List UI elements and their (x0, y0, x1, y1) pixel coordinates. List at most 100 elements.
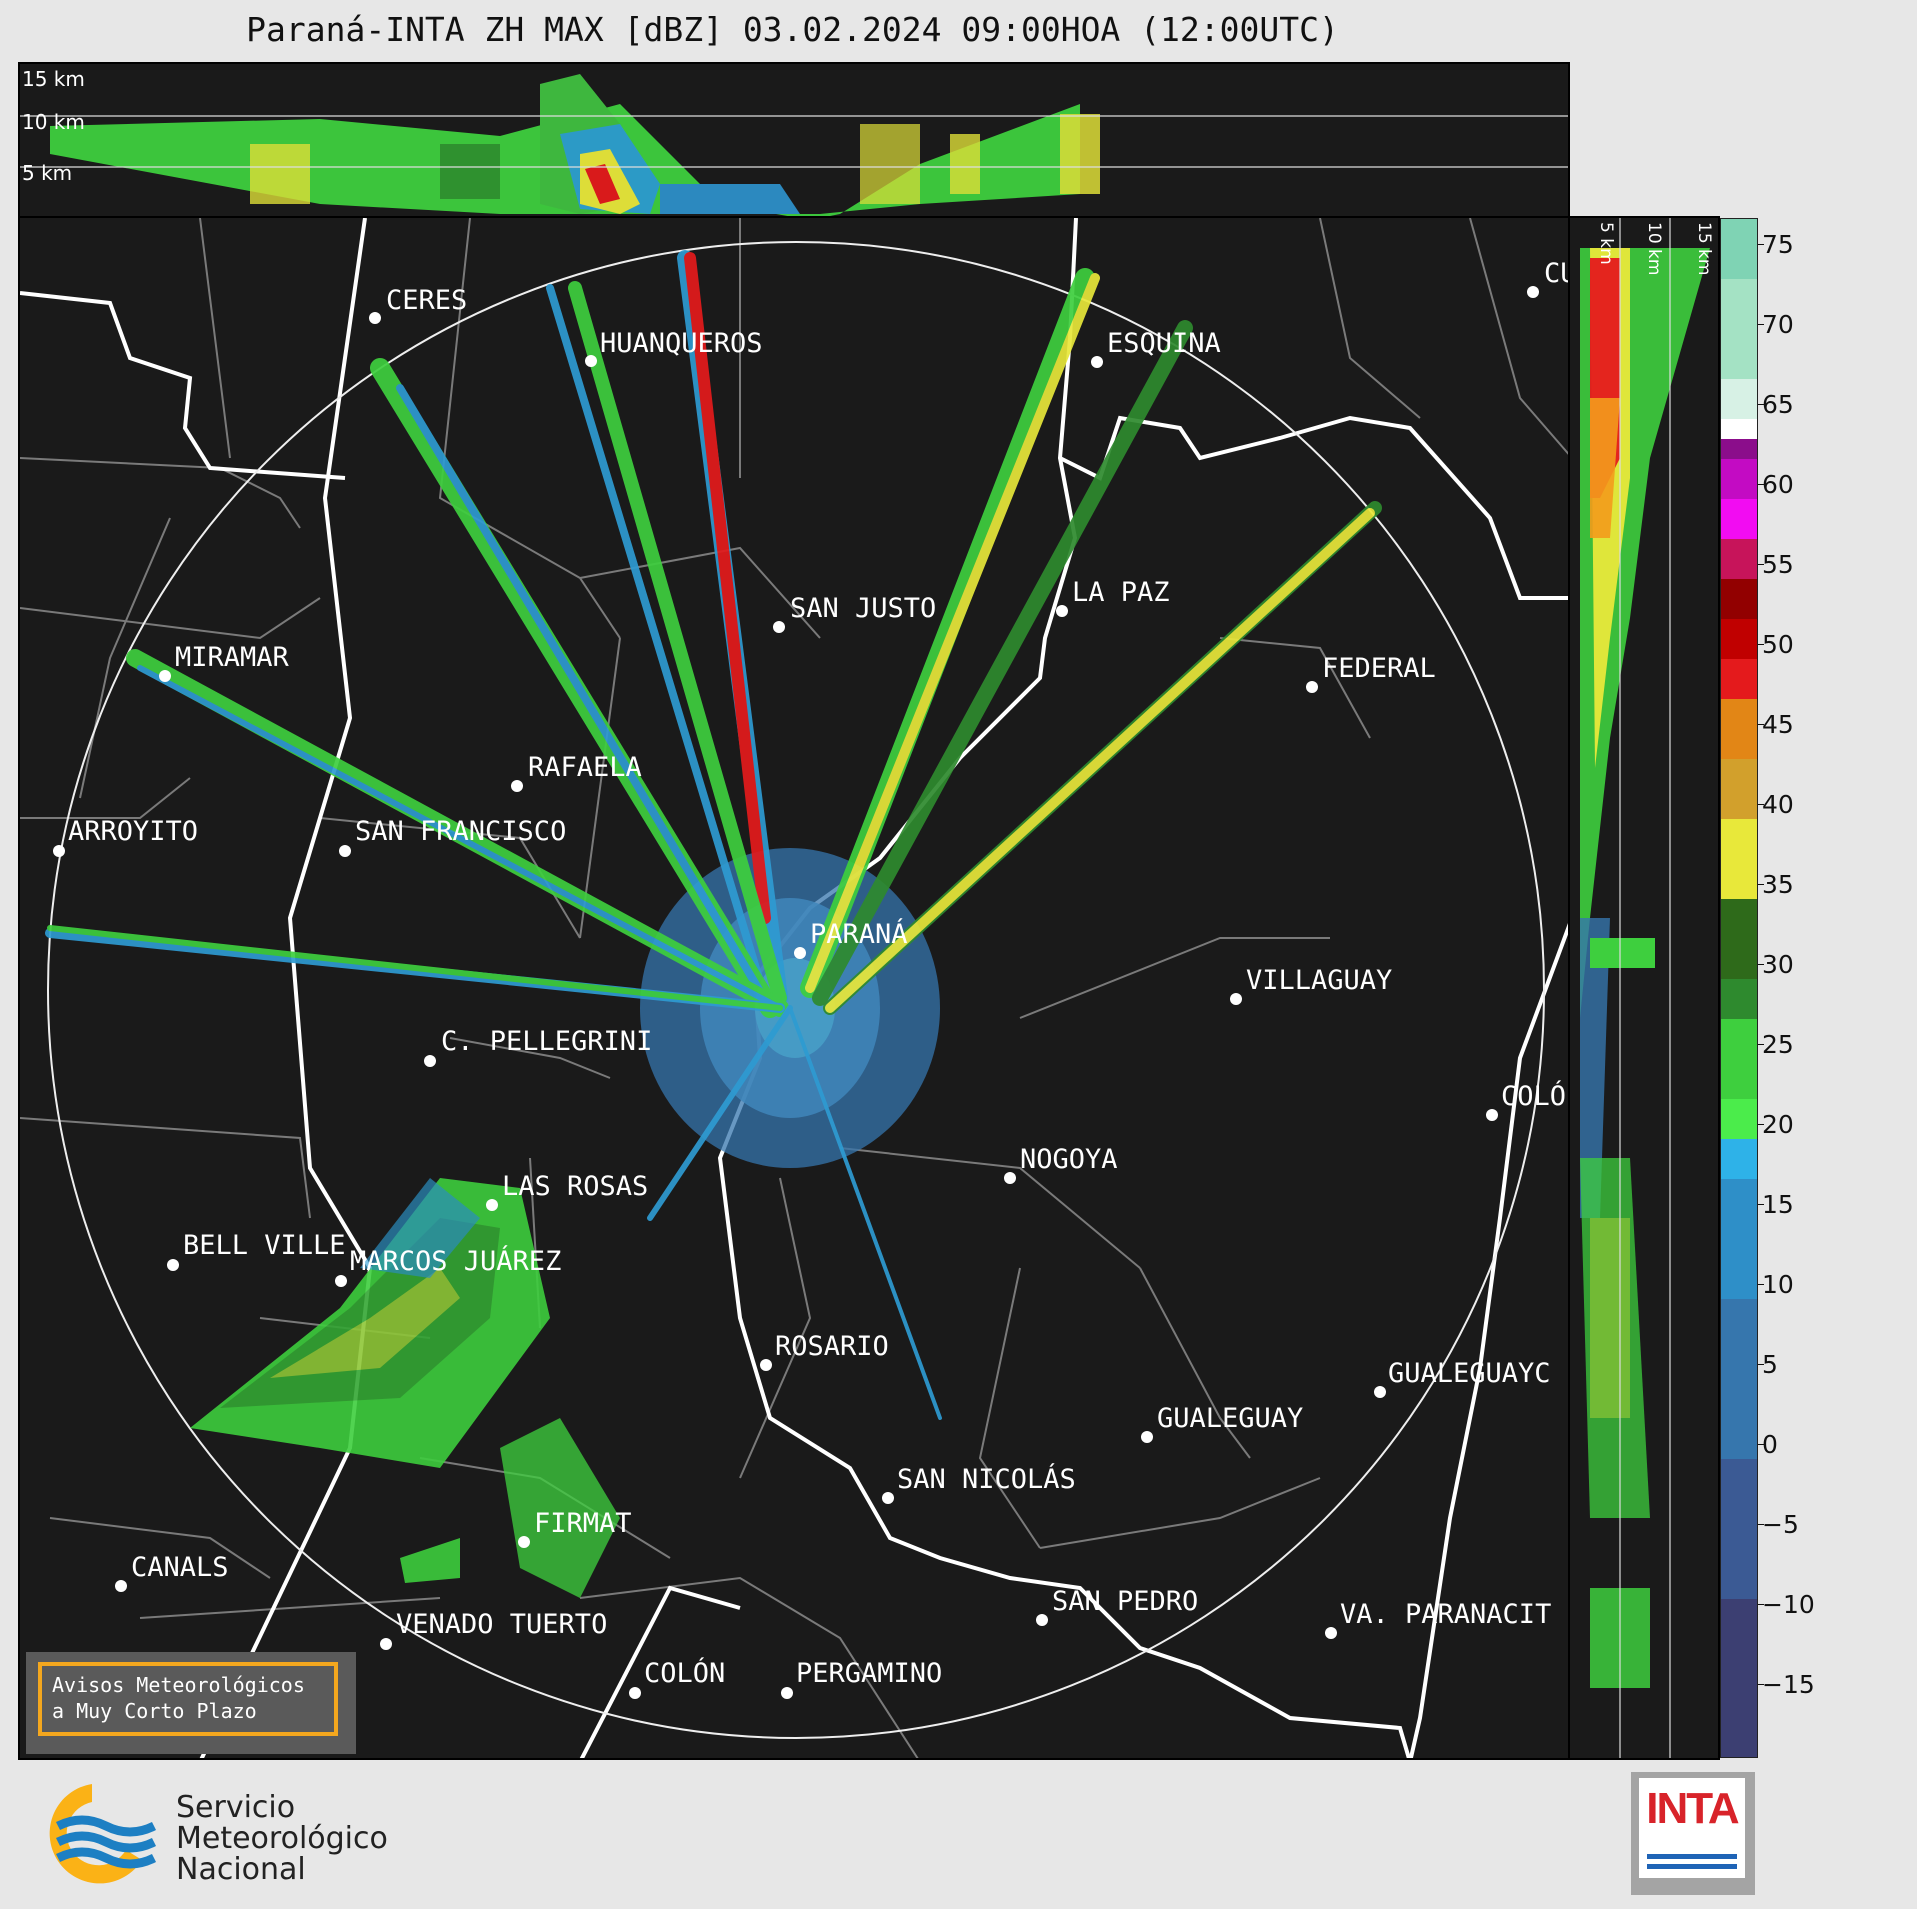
svg-text:VA. PARANACIT: VA. PARANACIT (1340, 1599, 1551, 1630)
city-colo: COLÓ (1486, 1080, 1566, 1121)
svg-text:FIRMAT: FIRMAT (534, 1508, 632, 1539)
city-federal: FEDERAL (1306, 653, 1436, 693)
svg-text:GUALEGUAY: GUALEGUAY (1157, 1403, 1303, 1434)
svg-text:MARCOS JUÁREZ: MARCOS JUÁREZ (350, 1245, 561, 1277)
colorbar-tick-70: 70 (1758, 310, 1794, 339)
svg-text:VILLAGUAY: VILLAGUAY (1246, 965, 1392, 996)
colorbar-tick-20: 20 (1758, 1110, 1794, 1139)
colorbar-tick-10: 10 (1758, 1270, 1794, 1299)
svg-text:SAN FRANCISCO: SAN FRANCISCO (355, 816, 566, 847)
colorbar-tick-65: 65 (1758, 390, 1794, 419)
map-title: Paraná-INTA ZH MAX [dBZ] 03.02.2024 09:0… (246, 10, 1339, 49)
colorbar-tick-55: 55 (1758, 550, 1794, 579)
avisos-frame: Avisos Meteorológicos a Muy Corto Plazo (38, 1662, 338, 1736)
radar-echoes (45, 250, 1382, 1598)
svg-text:LAS ROSAS: LAS ROSAS (502, 1171, 648, 1202)
inta-logo: INTA (1631, 1772, 1755, 1895)
city-marcos-juarez: MARCOS JUÁREZ (335, 1245, 561, 1287)
city-villaguay: VILLAGUAY (1230, 965, 1392, 1005)
side-cross-section-plot (1580, 218, 1710, 1758)
altitude-label-15km: 15 km (22, 67, 85, 91)
svg-text:SAN JUSTO: SAN JUSTO (790, 593, 936, 624)
city-canals: CANALS (115, 1552, 229, 1592)
svg-text:MIRAMAR: MIRAMAR (175, 642, 290, 673)
city-markers: CERES HUANQUEROS ESQUINA CU SAN JUSTO LA… (53, 258, 1570, 1699)
city-huanqueros: HUANQUEROS (585, 328, 763, 367)
colorbar-tick-0: 0 (1758, 1430, 1778, 1459)
svg-text:C. PELLEGRINI: C. PELLEGRINI (441, 1026, 652, 1057)
smn-text-line-1: Servicio (176, 1790, 296, 1825)
svg-text:SAN NICOLÁS: SAN NICOLÁS (897, 1463, 1076, 1495)
radar-range-ring (47, 241, 1545, 1739)
city-venado-tuerto: VENADO TUERTO (380, 1609, 607, 1650)
colorbar-tick-50: 50 (1758, 630, 1794, 659)
city-nogoya: NOGOYA (1004, 1144, 1118, 1184)
radar-map: CERES HUANQUEROS ESQUINA CU SAN JUSTO LA… (20, 218, 1570, 1758)
colorbar-tick-30: 30 (1758, 950, 1794, 979)
city-firmat: FIRMAT (518, 1508, 632, 1548)
svg-text:CANALS: CANALS (131, 1552, 229, 1583)
svg-text:COLÓN: COLÓN (644, 1657, 725, 1689)
city-san-francisco: SAN FRANCISCO (339, 816, 566, 857)
smn-text-line-3: Nacional (176, 1852, 306, 1887)
city-colon: COLÓN (629, 1657, 725, 1699)
city-san-justo: SAN JUSTO (773, 593, 936, 633)
colorbar-tick-60: 60 (1758, 470, 1794, 499)
inta-logo-text: INTA (1646, 1784, 1739, 1833)
top-cross-section-panel: 15 km 10 km 5 km (18, 62, 1570, 218)
svg-text:NOGOYA: NOGOYA (1020, 1144, 1118, 1175)
dbz-colorbar (1720, 218, 1758, 1758)
city-rafaela: RAFAELA (511, 752, 642, 792)
colorbar-gradient (1721, 219, 1757, 1757)
side-altitude-label-15km: 15 km (1694, 222, 1714, 276)
svg-text:RAFAELA: RAFAELA (528, 752, 642, 783)
city-las-rosas: LAS ROSAS (486, 1171, 648, 1211)
smn-logo-icon (49, 1784, 157, 1884)
side-cross-section-panel: 5 km 10 km 15 km (1568, 216, 1720, 1760)
city-arroyito: ARROYITO (53, 816, 198, 857)
svg-text:HUANQUEROS: HUANQUEROS (600, 328, 763, 359)
radar-map-panel: CERES HUANQUEROS ESQUINA CU SAN JUSTO LA… (18, 216, 1570, 1760)
city-san-nicolas: SAN NICOLÁS (882, 1463, 1076, 1504)
city-esquina: ESQUINA (1091, 328, 1221, 368)
city-san-pedro: SAN PEDRO (1036, 1586, 1198, 1626)
altitude-label-5km: 5 km (22, 161, 73, 185)
colorbar-tick-35: 35 (1758, 870, 1794, 899)
svg-text:FEDERAL: FEDERAL (1322, 653, 1436, 684)
altitude-label-10km: 10 km (22, 110, 85, 134)
avisos-box: Avisos Meteorológicos a Muy Corto Plazo (26, 1652, 356, 1754)
city-pergamino: PERGAMINO (781, 1658, 942, 1699)
city-cu: CU (1527, 258, 1570, 298)
colorbar-tick-15: 15 (1758, 1190, 1794, 1219)
colorbar-tick-45: 45 (1758, 710, 1794, 739)
svg-text:CERES: CERES (386, 285, 467, 316)
top-cross-section-plot (20, 74, 1568, 216)
city-ceres: CERES (369, 285, 467, 324)
colorbar-tick-minus15: −15 (1758, 1670, 1815, 1699)
colorbar-tick-25: 25 (1758, 1030, 1794, 1059)
colorbar-tick-5: 5 (1758, 1350, 1778, 1379)
svg-text:ARROYITO: ARROYITO (68, 816, 198, 847)
colorbar-tick-minus10: −10 (1758, 1590, 1815, 1619)
city-miramar: MIRAMAR (159, 642, 290, 682)
side-altitude-label-10km: 10 km (1644, 222, 1664, 276)
svg-text:GUALEGUAYC: GUALEGUAYC (1388, 1358, 1551, 1389)
avisos-line-1: Avisos Meteorológicos (52, 1673, 305, 1697)
city-c-pellegrini: C. PELLEGRINI (424, 1026, 652, 1067)
avisos-line-2: a Muy Corto Plazo (52, 1699, 257, 1723)
svg-text:CU: CU (1544, 258, 1570, 289)
side-altitude-label-5km: 5 km (1596, 222, 1616, 265)
svg-text:LA PAZ: LA PAZ (1072, 577, 1170, 608)
svg-text:SAN PEDRO: SAN PEDRO (1052, 1586, 1198, 1617)
city-gualeguay: GUALEGUAY (1141, 1403, 1303, 1443)
colorbar-tick-minus5: −5 (1758, 1510, 1799, 1539)
colorbar-tick-75: 75 (1758, 230, 1794, 259)
city-rosario: ROSARIO (760, 1331, 889, 1371)
svg-text:ESQUINA: ESQUINA (1107, 328, 1221, 359)
svg-text:VENADO TUERTO: VENADO TUERTO (396, 1609, 607, 1640)
colorbar-tick-40: 40 (1758, 790, 1794, 819)
smn-text-line-2: Meteorológico (176, 1821, 388, 1856)
svg-text:BELL VILLE: BELL VILLE (183, 1230, 346, 1261)
city-va-paranacit: VA. PARANACIT (1325, 1599, 1551, 1639)
svg-text:COLÓ: COLÓ (1501, 1080, 1566, 1112)
